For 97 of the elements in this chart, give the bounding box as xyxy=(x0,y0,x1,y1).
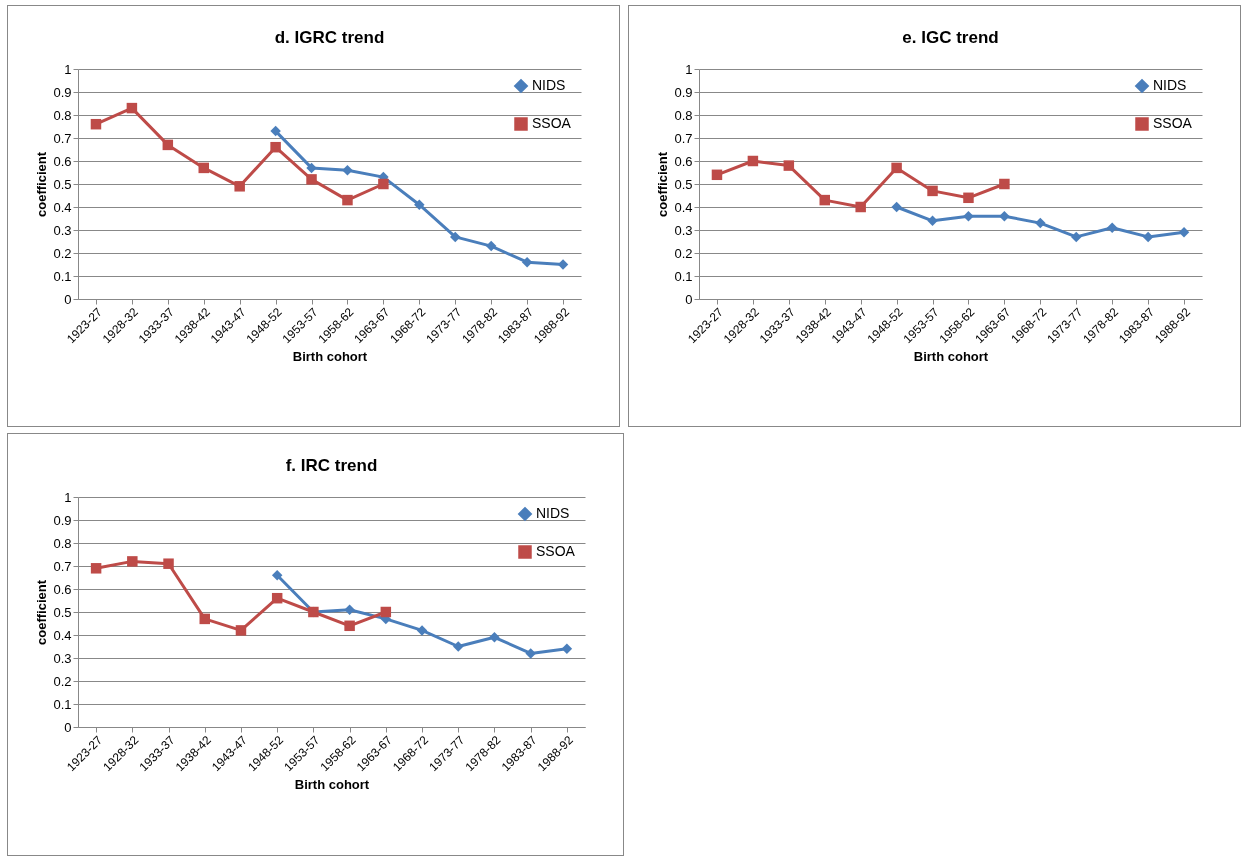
y-tick-label: 0.1 xyxy=(53,696,72,712)
point xyxy=(557,259,569,270)
point xyxy=(1106,222,1118,233)
point xyxy=(306,162,317,174)
point xyxy=(344,620,355,632)
y-axis-title: coefficient xyxy=(34,579,50,646)
point xyxy=(271,569,283,581)
point xyxy=(198,162,209,174)
legend-label: NIDS xyxy=(1153,77,1187,93)
chart-title: e. IGC trend xyxy=(902,28,999,47)
y-tick-label: 0.2 xyxy=(674,245,693,261)
y-tick-label: 0.3 xyxy=(674,222,693,238)
legend-label: SSOA xyxy=(536,543,576,559)
y-tick-label: 0.8 xyxy=(53,107,72,123)
point xyxy=(927,215,938,227)
point xyxy=(453,641,464,652)
x-axis-title: Birth cohort xyxy=(292,349,368,365)
x-axis-title: Birth cohort xyxy=(294,777,370,793)
point xyxy=(90,118,102,130)
point xyxy=(1178,227,1190,238)
point xyxy=(927,185,938,197)
y-tick-label: 0.2 xyxy=(53,673,72,689)
point xyxy=(1071,231,1082,243)
y-tick-label: 0.4 xyxy=(53,627,72,643)
point xyxy=(270,125,281,137)
point xyxy=(199,613,210,625)
y-axis-title: coefficient xyxy=(34,151,50,218)
y-tick-label: 0.2 xyxy=(53,245,72,261)
y-tick-label: 1 xyxy=(64,489,72,505)
point xyxy=(963,210,974,222)
y-tick-label: 0.3 xyxy=(53,650,72,666)
point xyxy=(783,160,795,171)
point xyxy=(855,201,866,213)
point xyxy=(235,625,247,636)
y-tick-label: 0.4 xyxy=(674,199,693,215)
y-tick-label: 1 xyxy=(64,61,72,77)
point xyxy=(414,199,425,210)
y-tick-label: 0.7 xyxy=(674,130,693,146)
y-tick-label: 0.6 xyxy=(674,153,693,169)
point xyxy=(234,181,245,192)
point xyxy=(162,139,174,151)
point xyxy=(306,174,317,185)
y-tick-label: 0 xyxy=(64,291,72,307)
point xyxy=(891,162,902,174)
point xyxy=(1142,231,1154,243)
point xyxy=(163,558,174,569)
y-tick-label: 0.8 xyxy=(53,535,72,551)
point xyxy=(90,563,102,574)
point xyxy=(999,210,1010,222)
point xyxy=(891,201,902,213)
y-tick-label: 0.1 xyxy=(674,268,693,284)
point xyxy=(416,625,428,636)
point xyxy=(561,643,573,655)
legend-label: NIDS xyxy=(536,505,570,521)
y-tick-label: 0.9 xyxy=(53,84,72,100)
y-tick-label: 0.7 xyxy=(53,558,72,574)
point xyxy=(747,155,759,167)
legend-label: NIDS xyxy=(532,77,566,93)
x-axis-title: Birth cohort xyxy=(913,349,989,365)
legend-label: SSOA xyxy=(532,115,572,131)
chart-title: f. IRC trend xyxy=(285,456,378,475)
point xyxy=(270,141,281,153)
y-tick-label: 0.9 xyxy=(53,512,72,528)
y-tick-label: 0.1 xyxy=(53,268,72,284)
y-tick-label: 0.3 xyxy=(53,222,72,238)
y-tick-label: 0 xyxy=(685,291,693,307)
point xyxy=(999,178,1010,190)
point xyxy=(489,632,500,643)
y-tick-label: 0.5 xyxy=(674,176,693,192)
point xyxy=(819,194,830,206)
point xyxy=(711,169,723,181)
point xyxy=(126,102,138,114)
point xyxy=(344,604,355,615)
point xyxy=(380,606,392,618)
y-tick-label: 0.5 xyxy=(53,176,72,192)
point xyxy=(271,592,283,604)
y-tick-label: 1 xyxy=(685,61,693,77)
y-tick-label: 0.4 xyxy=(53,199,72,215)
y-tick-label: 0.8 xyxy=(674,107,693,123)
point xyxy=(342,164,353,176)
chart-title: d. IGRC trend xyxy=(274,28,385,47)
y-tick-label: 0 xyxy=(64,719,72,735)
y-axis-title: coefficient xyxy=(655,151,671,218)
y-tick-label: 0.6 xyxy=(53,581,72,597)
y-tick-label: 0.5 xyxy=(53,604,72,620)
y-tick-label: 0.6 xyxy=(53,153,72,169)
point xyxy=(342,194,353,206)
y-tick-label: 0.9 xyxy=(674,84,693,100)
legend-label: SSOA xyxy=(1153,115,1193,131)
y-tick-label: 0.7 xyxy=(53,130,72,146)
point xyxy=(378,178,389,190)
point xyxy=(450,231,461,243)
point xyxy=(963,192,974,204)
point xyxy=(127,556,138,567)
point xyxy=(1035,217,1046,229)
point xyxy=(525,648,536,659)
point xyxy=(485,240,497,252)
